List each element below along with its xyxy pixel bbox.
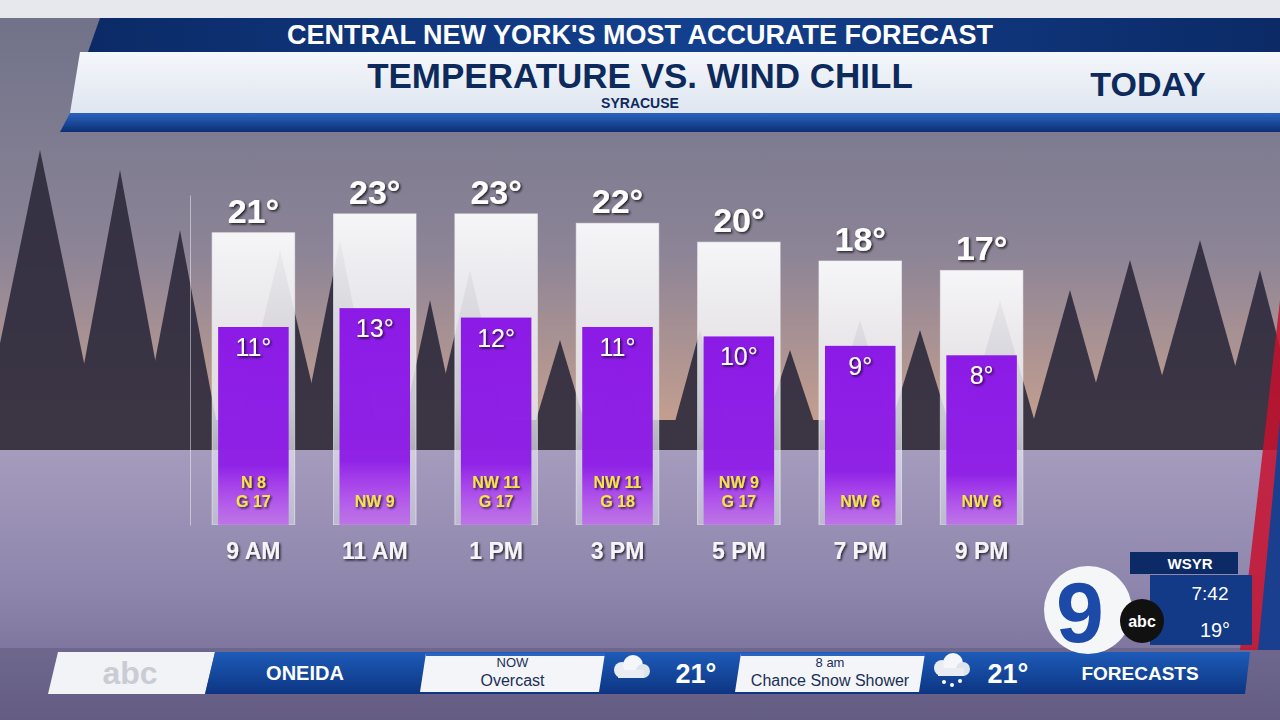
- ticker-section: FORECASTS: [1081, 663, 1198, 684]
- cloud-icon: [614, 655, 650, 678]
- temperature-label: 20°: [713, 201, 764, 239]
- chart-title: TEMPERATURE VS. WIND CHILL: [367, 56, 913, 95]
- wind-label: NW 6: [840, 493, 880, 510]
- x-tick: 7 PM: [833, 538, 887, 564]
- labels: 21° 23° 23° 22° 20° 18° 17° 11° 13° 12° 11° 10° 9° 8°…: [228, 173, 1008, 510]
- temperature-bar: [576, 223, 659, 525]
- snow-icon: [934, 653, 970, 687]
- x-axis: 9 AM 11 AM 1 PM 3 PM 5 PM 7 PM 9 PM: [226, 538, 1008, 564]
- ticker-logo-box: [48, 652, 215, 694]
- wind-chill-bar: [218, 327, 289, 525]
- temperature-label: 23°: [470, 173, 521, 211]
- header-text: CENTRAL NEW YORK'S MOST ACCURATE FORECAS…: [287, 20, 993, 50]
- wind-chill-bar: [582, 327, 653, 525]
- title-stripe: [60, 113, 1280, 132]
- x-tick-label: 11 AM: [342, 538, 408, 564]
- ticker-condition: Overcast: [480, 672, 545, 689]
- x-tick: 9 AM: [226, 538, 280, 564]
- ticker-network: abc: [102, 655, 157, 691]
- chart-svg: CENTRAL NEW YORK'S MOST ACCURATE FORECAS…: [0, 0, 1280, 720]
- wind-label: G 17: [479, 493, 514, 510]
- call-sign-box: [1130, 552, 1238, 574]
- x-tick-label: 9 AM: [226, 538, 280, 564]
- ticker-time-label: 8 am: [816, 655, 845, 670]
- y-axis-line: [190, 196, 191, 526]
- wind-chill-label: 11°: [235, 333, 271, 361]
- wind-chill-bar: [825, 346, 896, 525]
- temperature-label: 21°: [228, 192, 279, 230]
- wind-chill-label: 10°: [720, 342, 758, 370]
- wind-label: NW 9: [719, 474, 759, 491]
- ticker-temp: 21°: [988, 659, 1029, 689]
- call-sign: WSYR: [1168, 555, 1213, 572]
- x-tick: 5 PM: [712, 538, 766, 564]
- header: CENTRAL NEW YORK'S MOST ACCURATE FORECAS…: [0, 0, 1280, 132]
- temperature-bar: [940, 270, 1023, 525]
- chart-root: CENTRAL NEW YORK'S MOST ACCURATE FORECAS…: [0, 0, 1280, 720]
- temperature-label: 17°: [956, 229, 1007, 267]
- ticker-city: ONEIDA: [266, 662, 344, 684]
- accent-blue: [1258, 420, 1280, 650]
- bars: [212, 214, 1023, 525]
- temperature-bar: [212, 233, 295, 525]
- temperature-label: 18°: [835, 220, 886, 258]
- wind-chill-bar: [461, 318, 532, 525]
- x-tick-label: 3 PM: [591, 538, 645, 564]
- x-tick-label: 9 PM: [955, 538, 1009, 564]
- station-temp: 19°: [1200, 619, 1230, 641]
- wind-label: G 17: [236, 493, 271, 510]
- wind-label: G 17: [722, 493, 757, 510]
- wind-label: NW 6: [962, 493, 1002, 510]
- wind-chill-label: 9°: [848, 352, 872, 380]
- wind-chill-label: 8°: [970, 361, 994, 389]
- x-tick-label: 7 PM: [833, 538, 887, 564]
- wind-chill-label: 12°: [477, 324, 515, 352]
- network-logo: abc: [1128, 613, 1156, 630]
- temperature-bar: [334, 214, 417, 525]
- background: [0, 0, 1280, 720]
- wind-label: G 18: [600, 493, 635, 510]
- snow: [0, 450, 1280, 720]
- temperature-bar: [698, 242, 781, 525]
- station-panel: [1150, 575, 1252, 645]
- ticker-info-box: [735, 653, 925, 692]
- wind-label: NW 11: [593, 474, 641, 491]
- period-label: TODAY: [1090, 65, 1206, 103]
- temperature-bar: [819, 261, 902, 525]
- x-tick: 11 AM: [342, 538, 408, 564]
- x-tick: 3 PM: [591, 538, 645, 564]
- wind-chill-bar: [704, 336, 775, 525]
- header-top: [0, 0, 1280, 18]
- wind-label: NW 9: [355, 493, 395, 510]
- title-band: [70, 52, 1280, 113]
- x-tick-label: 5 PM: [712, 538, 766, 564]
- ticker-temp: 21°: [676, 659, 717, 689]
- chart-subtitle: SYRACUSE: [601, 95, 679, 111]
- temperature-label: 22°: [592, 182, 643, 220]
- header-banner: [88, 18, 1280, 52]
- y-axis: [190, 196, 191, 526]
- ticker-info-box: [420, 653, 605, 692]
- wind-chill-label: 11°: [600, 333, 636, 361]
- station-logo: WSYR 7:42 19° 9 abc: [1044, 300, 1280, 660]
- x-tick-label: 1 PM: [469, 538, 523, 564]
- ticker-condition: Chance Snow Shower: [751, 672, 910, 689]
- x-tick: 1 PM: [469, 538, 523, 564]
- x-tick: 9 PM: [955, 538, 1009, 564]
- temperature-label: 23°: [349, 173, 400, 211]
- sky: [0, 0, 1280, 720]
- network-circle: [1120, 599, 1164, 643]
- wind-chill-label: 13°: [356, 314, 394, 342]
- wind-label: NW 11: [472, 474, 520, 491]
- station-time: 7:42: [1192, 583, 1229, 604]
- channel-number: 9: [1056, 564, 1104, 660]
- wind-label: N 8: [241, 474, 266, 491]
- wind-chill-bar: [946, 355, 1017, 525]
- ticker-time-label: NOW: [497, 655, 530, 670]
- temperature-bar: [455, 214, 538, 525]
- wind-chill-bar: [340, 308, 411, 525]
